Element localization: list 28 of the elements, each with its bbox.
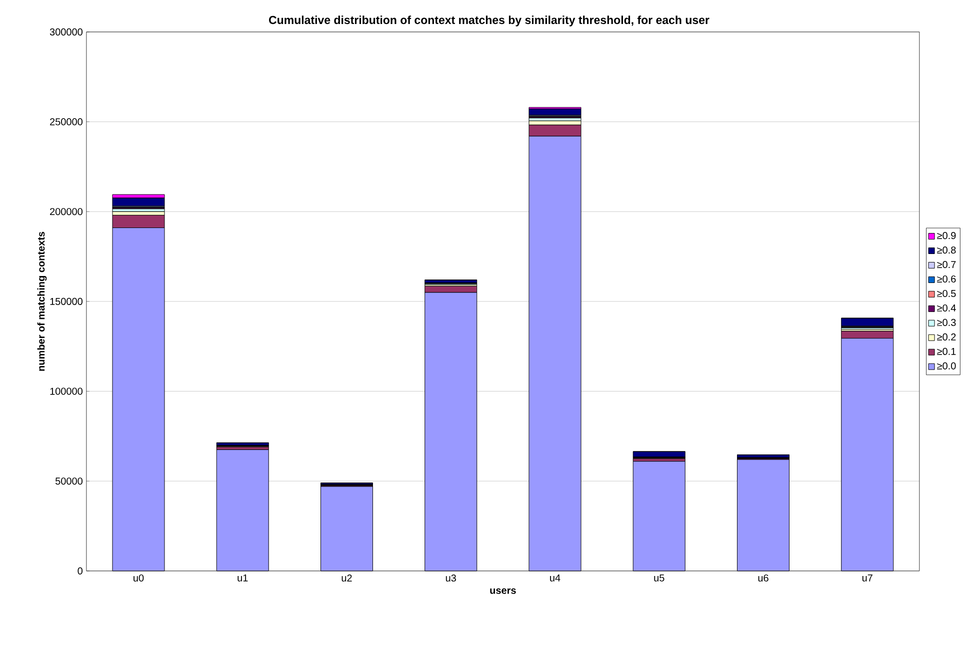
legend-label: ≥0.0 bbox=[937, 362, 956, 370]
legend-label: ≥0.1 bbox=[937, 348, 956, 355]
legend-label: ≥0.7 bbox=[937, 260, 956, 268]
x-tick-label: u7 bbox=[862, 574, 872, 582]
x-axis-title: users bbox=[490, 588, 516, 594]
y-tick-label: 150000 bbox=[50, 298, 83, 305]
y-tick-label: 0 bbox=[78, 567, 83, 574]
legend-label: ≥0.4 bbox=[937, 304, 956, 312]
legend-label: ≥0.2 bbox=[937, 333, 956, 340]
y-tick-label: 300000 bbox=[50, 28, 83, 36]
x-tick-label: u6 bbox=[758, 574, 768, 582]
y-tick-label: 250000 bbox=[50, 118, 83, 126]
y-tick-label: 200000 bbox=[50, 208, 83, 216]
x-tick-label: u2 bbox=[342, 574, 352, 582]
x-tick-label: u1 bbox=[238, 574, 248, 582]
chart-title: Cumulative distribution of context matches by similarity threshold, for each user bbox=[269, 16, 710, 26]
x-tick-label: u5 bbox=[654, 574, 664, 582]
legend-label: ≥0.3 bbox=[937, 318, 956, 326]
legend-label: ≥0.9 bbox=[937, 232, 956, 240]
x-tick-label: u4 bbox=[550, 574, 560, 582]
legend-label: ≥0.5 bbox=[937, 290, 956, 298]
y-axis-title: number of matching contexts bbox=[37, 232, 47, 371]
x-tick-label: u0 bbox=[134, 574, 144, 582]
legend-label: ≥0.8 bbox=[937, 246, 956, 254]
y-tick-label: 50000 bbox=[56, 478, 83, 485]
y-tick-label: 100000 bbox=[50, 388, 83, 395]
legend-label: ≥0.6 bbox=[937, 275, 956, 283]
x-tick-label: u3 bbox=[446, 574, 456, 582]
